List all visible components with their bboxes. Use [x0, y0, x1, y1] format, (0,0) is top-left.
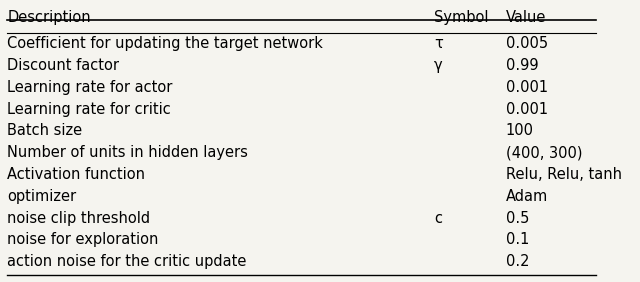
Text: Activation function: Activation function	[8, 167, 145, 182]
Text: noise for exploration: noise for exploration	[8, 232, 159, 247]
Text: Relu, Relu, tanh: Relu, Relu, tanh	[506, 167, 622, 182]
Text: Batch size: Batch size	[8, 124, 83, 138]
Text: 0.001: 0.001	[506, 80, 548, 95]
Text: c: c	[434, 211, 442, 226]
Text: Number of units in hidden layers: Number of units in hidden layers	[8, 145, 248, 160]
Text: 0.99: 0.99	[506, 58, 538, 73]
Text: (400, 300): (400, 300)	[506, 145, 582, 160]
Text: 0.001: 0.001	[506, 102, 548, 117]
Text: 0.1: 0.1	[506, 232, 529, 247]
Text: Symbol: Symbol	[434, 10, 488, 25]
Text: τ: τ	[434, 36, 443, 51]
Text: optimizer: optimizer	[8, 189, 77, 204]
Text: Value: Value	[506, 10, 547, 25]
Text: Learning rate for critic: Learning rate for critic	[8, 102, 171, 117]
Text: Coefficient for updating the target network: Coefficient for updating the target netw…	[8, 36, 323, 51]
Text: 100: 100	[506, 124, 534, 138]
Text: γ: γ	[434, 58, 442, 73]
Text: Adam: Adam	[506, 189, 548, 204]
Text: 0.5: 0.5	[506, 211, 529, 226]
Text: Discount factor: Discount factor	[8, 58, 120, 73]
Text: action noise for the critic update: action noise for the critic update	[8, 254, 247, 269]
Text: Description: Description	[8, 10, 91, 25]
Text: 0.2: 0.2	[506, 254, 529, 269]
Text: 0.005: 0.005	[506, 36, 548, 51]
Text: noise clip threshold: noise clip threshold	[8, 211, 150, 226]
Text: Learning rate for actor: Learning rate for actor	[8, 80, 173, 95]
